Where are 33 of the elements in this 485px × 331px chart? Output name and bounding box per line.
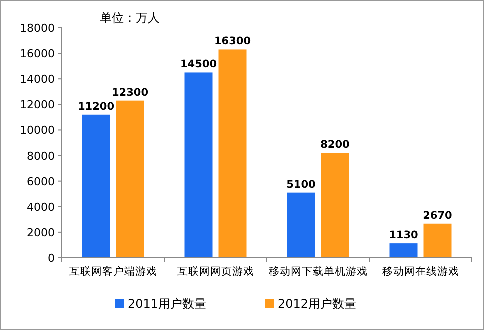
- x-tick-label: 互联网网页游戏: [177, 265, 254, 278]
- y-tick-label: 18000: [20, 22, 55, 35]
- x-tick-label: 移动网下载单机游戏: [268, 265, 368, 278]
- data-label: 12300: [112, 86, 149, 99]
- bar: [82, 114, 110, 258]
- data-label: 14500: [180, 58, 218, 71]
- legend-label: 2011用户数量: [128, 297, 207, 311]
- bar: [424, 224, 452, 258]
- bar: [184, 72, 213, 258]
- y-tick-label: 16000: [20, 48, 55, 61]
- data-label: 1130: [389, 230, 418, 242]
- x-tick-label: 互联网客户端游戏: [69, 265, 158, 278]
- data-label: 8200: [320, 139, 350, 152]
- bar: [116, 100, 144, 258]
- bar: [390, 244, 418, 258]
- legend-label: 2012用户数量: [278, 297, 357, 311]
- bar: [321, 153, 350, 258]
- y-tick-label: 6000: [27, 175, 55, 188]
- y-tick-label: 4000: [27, 200, 55, 214]
- data-label: 5100: [286, 178, 316, 191]
- data-label: 2670: [423, 210, 452, 222]
- data-label: 11200: [78, 100, 115, 113]
- y-tick-label: 8000: [27, 150, 55, 163]
- y-tick-label: 10000: [20, 124, 55, 138]
- y-tick-label: 2000: [27, 226, 55, 240]
- bar: [218, 50, 247, 258]
- y-tick-label: 12000: [20, 98, 55, 112]
- y-tick-label: 0: [48, 252, 55, 265]
- bar: [287, 192, 316, 258]
- text: 单位：万人: [100, 11, 160, 25]
- data-label: 16300: [214, 36, 252, 48]
- x-tick-label: 移动网在线游戏: [382, 265, 460, 278]
- y-tick-label: 14000: [20, 73, 55, 86]
